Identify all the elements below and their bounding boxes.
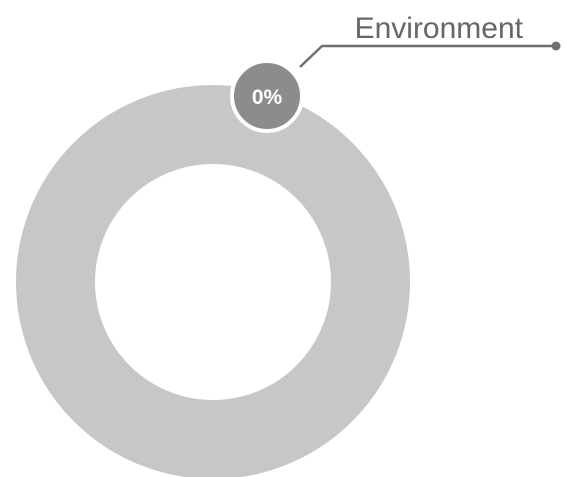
callout-group: Environment 0%: [230, 12, 561, 133]
slice-category-label: Environment: [355, 12, 524, 45]
donut-ring-group: [16, 85, 410, 477]
donut-ring-track: [16, 85, 410, 477]
leader-line: [299, 44, 556, 68]
percent-label: 0%: [252, 86, 283, 109]
percent-badge: [230, 59, 304, 133]
leader-end-dot: [551, 41, 561, 51]
